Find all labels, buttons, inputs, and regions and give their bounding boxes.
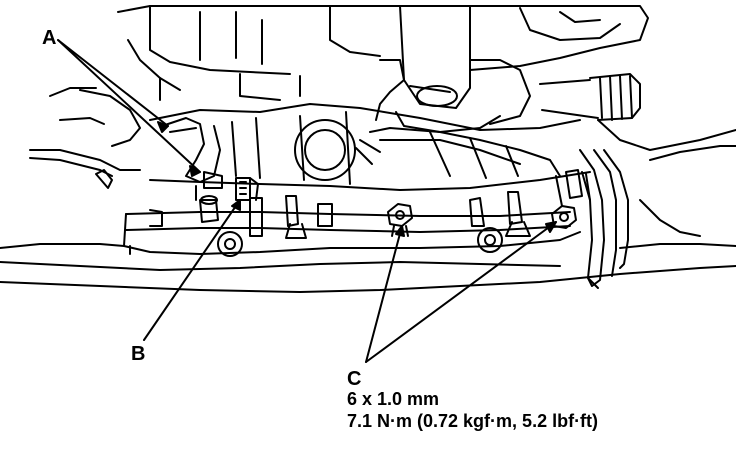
vertical-pipe: [399, 5, 471, 109]
bolt-size-spec: 6 x 1.0 mm: [347, 389, 440, 409]
fuel-lines-right: [555, 149, 629, 289]
left-harness-area: [29, 87, 141, 189]
leader-line-b: [143, 199, 241, 341]
lower-frame: [0, 145, 736, 293]
corrugated-hose: [539, 73, 736, 151]
callout-c: C: [347, 368, 362, 390]
torque-spec: 7.1 N·m (0.72 kgf·m, 5.2 lbf·ft): [347, 411, 599, 431]
callout-b: B: [131, 343, 146, 365]
engine-upper-block: [117, 5, 649, 101]
intake-manifold: [149, 103, 591, 191]
fuel-rail: [123, 195, 581, 257]
connector-b: [235, 177, 259, 201]
fuel-injectors: [249, 191, 531, 239]
mounting-bolt-right: [551, 205, 577, 229]
mounting-bolt-left: [387, 203, 413, 237]
hose-clamp-a: [161, 117, 223, 201]
leader-line-a: [57, 39, 201, 177]
intake-housing: [375, 59, 531, 133]
leader-line-c: [365, 221, 557, 363]
callout-a: A: [42, 27, 57, 49]
